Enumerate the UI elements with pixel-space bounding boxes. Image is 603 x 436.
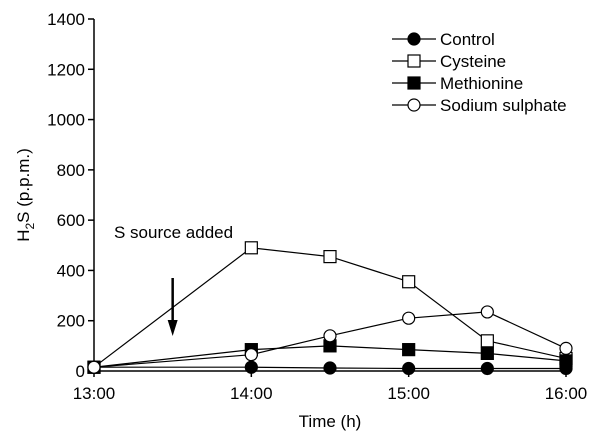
legend-item-methionine: Methionine <box>392 74 523 93</box>
series-cysteine <box>87 241 573 374</box>
data-point-methionine <box>402 343 416 357</box>
y-tick-label: 600 <box>57 211 85 230</box>
data-point-control <box>402 361 416 376</box>
data-point-sodium-sulphate <box>323 329 337 343</box>
annotation-text: S source added <box>114 223 233 242</box>
series-line-sodium-sulphate <box>93 311 567 368</box>
legend-label: Methionine <box>440 74 523 93</box>
legend-marker <box>407 76 421 90</box>
data-point-sodium-sulphate <box>87 360 101 374</box>
axes: 0 200 400 600 800 1000 1200 1400 13:00 14:00 15:00… <box>14 10 587 431</box>
x-tick-label: 14:00 <box>230 384 273 403</box>
y-tick-label: 1000 <box>47 111 85 130</box>
x-axis-label: Time (h) <box>299 412 362 431</box>
data-point-sodium-sulphate <box>480 305 494 319</box>
data-point-methionine <box>480 346 494 360</box>
series-layer <box>87 241 573 376</box>
series-line-control <box>94 366 566 370</box>
data-point-sodium-sulphate <box>402 311 416 325</box>
data-point-control <box>323 361 337 375</box>
y-tick-label: 400 <box>57 261 85 280</box>
x-tick-label: 15:00 <box>387 384 430 403</box>
legend-item-sodium-sulphate: Sodium sulphate <box>392 96 567 115</box>
y-axis-label: H2S (p.p.m.) <box>14 148 37 242</box>
series-line-cysteine <box>93 247 567 368</box>
data-point-cysteine <box>480 334 494 348</box>
data-point-cysteine <box>402 275 416 289</box>
data-point-cysteine <box>244 241 258 255</box>
x-tick-label: 16:00 <box>545 384 588 403</box>
series-control <box>87 360 573 376</box>
data-point-sodium-sulphate <box>559 341 573 355</box>
legend-label: Control <box>440 30 495 49</box>
y-tick-label: 0 <box>76 362 85 381</box>
legend-item-cysteine: Cysteine <box>392 52 506 71</box>
y-tick-label: 800 <box>57 161 85 180</box>
y-tick-label: 1200 <box>47 60 85 79</box>
legend: Control Cysteine Methionine Sodium sulphate <box>392 30 567 115</box>
legend-label: Cysteine <box>440 52 506 71</box>
data-point-cysteine <box>323 250 337 264</box>
y-tick-label: 200 <box>57 312 85 331</box>
series-sodium-sulphate <box>87 305 573 374</box>
annotation-arrow-head <box>167 320 178 336</box>
data-point-sodium-sulphate <box>244 348 258 362</box>
y-tick-label: 1400 <box>47 10 85 29</box>
data-point-methionine <box>559 354 573 368</box>
series-line-methionine <box>93 345 567 368</box>
data-point-control <box>244 360 258 374</box>
x-tick-label: 13:00 <box>73 384 116 403</box>
legend-marker <box>407 98 421 112</box>
annotation: S source added <box>114 223 233 336</box>
legend-marker <box>407 54 421 68</box>
legend-marker <box>407 32 421 46</box>
data-point-control <box>480 361 494 376</box>
legend-item-control: Control <box>392 30 495 49</box>
legend-label: Sodium sulphate <box>440 96 567 115</box>
